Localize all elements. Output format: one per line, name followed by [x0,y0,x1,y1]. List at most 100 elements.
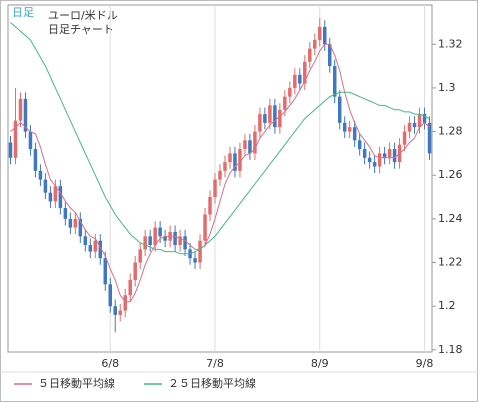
candle-body [303,61,307,84]
candle-body [347,127,352,132]
candle-body [342,122,347,132]
candle-body [108,284,113,307]
candle-body [53,186,58,202]
candle-body [412,122,417,128]
candle-body [148,236,152,246]
candle-body [422,114,427,123]
candle-body [58,186,63,208]
candle-body [228,153,232,163]
candle-body [198,240,202,263]
x-tick-label: 6/8 [101,357,119,370]
candle-body [88,245,93,252]
candle-body [337,96,342,123]
y-tick-label: 1.32 [438,37,463,50]
candle-body [43,179,48,193]
candle-body [377,153,382,167]
candle-body [407,122,412,132]
corner-label: 日足 [12,6,34,19]
candle-body [178,236,182,246]
legend-label: ５日移動平均線 [38,376,115,390]
candle-body [208,197,212,215]
candle-body [313,39,317,49]
y-tick-label: 1.18 [438,343,463,356]
candle-body [372,162,377,167]
ma-line [10,43,430,303]
candle-body [68,218,73,228]
candle-body [48,192,53,202]
candle-body [103,258,108,285]
candle-body [278,109,282,128]
candle-body [33,149,38,171]
candle-body [18,98,23,121]
x-tick-label: 7/8 [206,357,224,370]
y-tick-label: 1.22 [438,256,463,269]
candle-body [238,149,242,171]
ma-line [10,22,430,255]
candle-body [323,26,327,45]
candle-body [153,227,157,246]
candle-body [332,66,337,97]
chart-title: ユーロ/米ドル [48,9,118,22]
candle-body [367,157,372,163]
candle-body [78,218,83,237]
candle-body [382,153,387,158]
candle-body [193,258,197,263]
y-tick-label: 1.26 [438,168,463,181]
candle-body [357,140,362,150]
candle-body [138,249,142,263]
candle-body [83,236,88,246]
candle-body [273,105,277,128]
candle-body [93,240,98,252]
candle-body [417,114,422,128]
candle-body [288,87,292,97]
y-tick-label: 1.24 [438,212,463,225]
candle-body [268,105,272,123]
candle-body [243,140,247,150]
candle-body [298,74,302,84]
candle-body [143,236,147,250]
candle-body [213,179,217,198]
candle-body [327,44,332,67]
candle-body [173,231,177,246]
candle-body [38,170,43,180]
candle-body [427,122,432,154]
candle-body [163,236,167,241]
candle-body [318,26,322,40]
candle-body [248,140,252,154]
candle-body [63,207,68,219]
candle-body [183,236,187,250]
y-tick-label: 1.2 [438,299,456,312]
candle-body [402,131,407,145]
candle-body [223,162,227,171]
candle-body [128,279,132,296]
candle-body [263,114,267,123]
candle-body [13,120,18,158]
legend-label: ２５日移動平均線 [168,376,256,390]
candle-body [308,48,312,62]
candle-body [283,96,287,110]
candle-body [352,127,357,141]
candle-body [203,214,207,241]
candle-body [23,98,28,132]
candle-body [133,262,137,280]
candle-body [387,149,392,158]
x-tick-label: 9/8 [416,357,434,370]
candle-body [118,310,122,315]
candle-body [218,170,222,180]
candle-body [123,295,127,311]
y-tick-label: 1.28 [438,125,463,138]
candle-body [8,142,13,158]
candle-body [253,131,257,154]
candle-body [258,114,262,132]
x-tick-label: 8/9 [311,357,329,370]
candle-body [233,153,237,171]
chart-subtitle: 日足チャート [48,23,114,36]
candle-body [392,149,397,163]
candle-body [98,240,103,259]
candle-body [73,218,78,228]
candle-body [362,149,367,158]
candle-body [293,74,297,88]
y-tick-label: 1.3 [438,81,456,94]
candle-body [28,131,33,150]
